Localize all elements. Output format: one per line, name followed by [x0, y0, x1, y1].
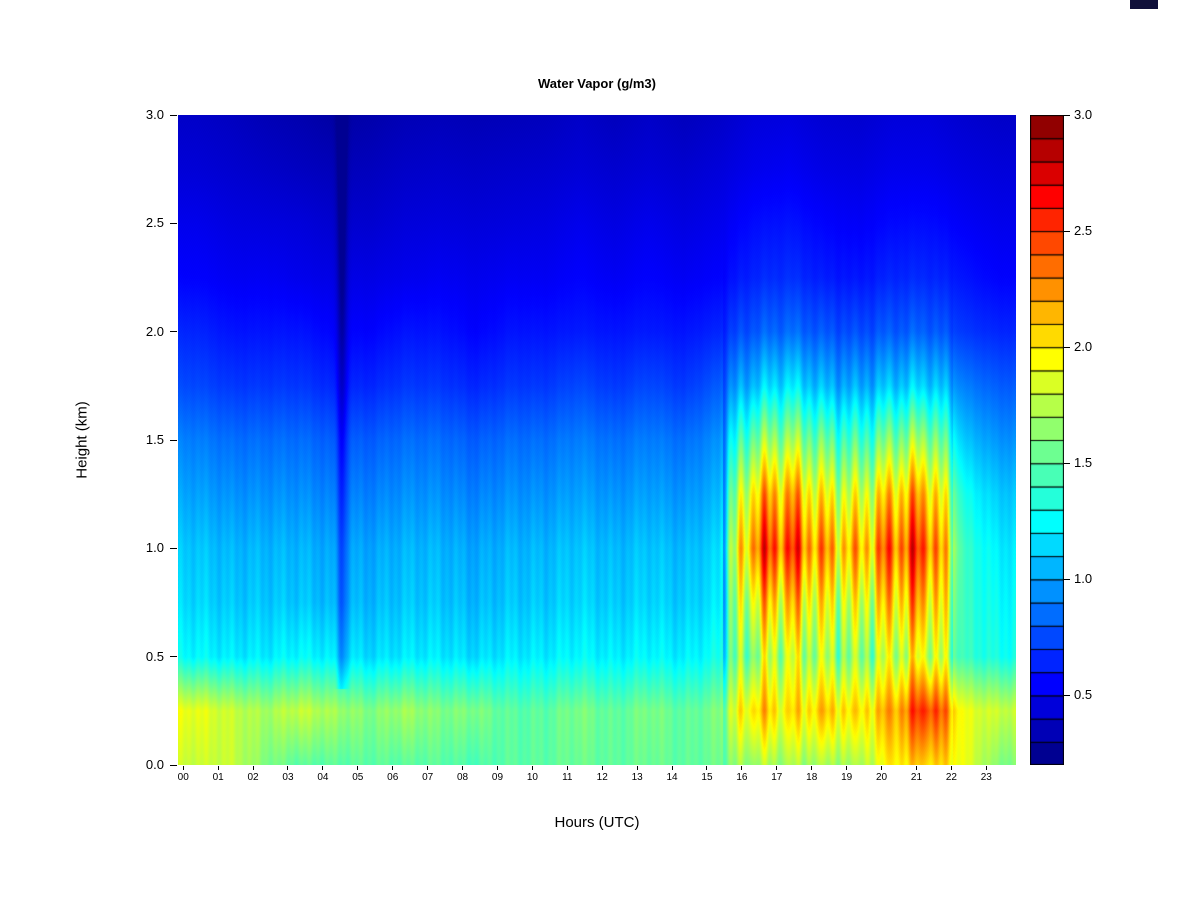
- heatmap-canvas: [178, 115, 1016, 765]
- colorbar-tick-mark: [1064, 114, 1070, 116]
- x-tick-mark: [706, 766, 708, 770]
- y-tick-label: 1.0: [145, 540, 164, 556]
- x-tick-mark: [252, 766, 254, 770]
- x-tick-mark: [182, 766, 184, 770]
- y-tick-mark: [170, 547, 177, 549]
- x-tick-label: 15: [701, 772, 713, 783]
- x-tick-label: 00: [177, 772, 189, 783]
- colorbar-canvas: [1030, 115, 1064, 765]
- x-tick-label: 09: [491, 772, 504, 783]
- x-tick-label: 16: [736, 772, 748, 783]
- x-tick-mark: [881, 766, 883, 770]
- colorbar-tick-label: 1.0: [1074, 571, 1093, 587]
- colorbar-tick-label: 1.5: [1074, 455, 1093, 471]
- x-tick-label: 19: [841, 772, 853, 783]
- y-tick-label: 0.5: [145, 648, 164, 664]
- x-axis-label: Hours (UTC): [554, 814, 640, 831]
- colorbar-tick-label: 2.0: [1074, 339, 1093, 355]
- x-tick-mark: [427, 766, 429, 770]
- x-tick-label: 01: [212, 772, 224, 783]
- x-tick-mark: [601, 766, 603, 770]
- colorbar-tick-mark: [1064, 462, 1070, 464]
- screen-corner-artifact: [1130, 0, 1158, 9]
- y-tick-mark: [170, 764, 177, 766]
- y-tick-label: 2.5: [145, 215, 164, 231]
- x-tick-mark: [217, 766, 219, 770]
- x-tick-mark: [950, 766, 952, 770]
- colorbar-tick-label: 0.5: [1074, 687, 1093, 703]
- x-tick-label: 08: [457, 772, 469, 783]
- x-tick-label: 22: [945, 772, 957, 783]
- x-tick-mark: [496, 766, 498, 770]
- y-tick-mark: [170, 331, 177, 333]
- chart-title: Water Vapor (g/m3): [538, 76, 656, 91]
- x-tick-mark: [776, 766, 778, 770]
- y-tick-label: 3.0: [145, 107, 164, 122]
- colorbar-tick-mark: [1064, 230, 1070, 232]
- x-tick-label: 13: [631, 772, 643, 783]
- colorbar-tick-label: 3.0: [1074, 107, 1093, 122]
- x-tick-label: 05: [352, 772, 364, 783]
- x-tick-mark: [915, 766, 917, 770]
- x-tick-label: 11: [562, 772, 573, 783]
- x-tick-mark: [985, 766, 987, 770]
- x-tick-mark: [392, 766, 394, 770]
- colorbar-tick-mark: [1064, 578, 1070, 580]
- x-tick-mark: [287, 766, 289, 770]
- x-tick-label: 17: [771, 772, 783, 783]
- x-tick-mark: [846, 766, 848, 770]
- x-tick-label: 20: [876, 772, 888, 783]
- x-tick-mark: [462, 766, 464, 770]
- y-tick-mark: [170, 114, 177, 116]
- y-tick-label: 2.0: [145, 323, 164, 339]
- colorbar-tick-mark: [1064, 694, 1070, 696]
- x-tick-label: 03: [282, 772, 294, 783]
- x-tick-mark: [636, 766, 638, 770]
- x-tick-mark: [811, 766, 813, 770]
- x-tick-label: 10: [526, 772, 538, 783]
- x-tick-label: 07: [422, 772, 434, 783]
- x-tick-label: 23: [980, 772, 992, 783]
- x-tick-mark: [357, 766, 359, 770]
- y-tick-mark: [170, 222, 177, 224]
- y-tick-label: 1.5: [145, 432, 164, 447]
- x-tick-label: 04: [317, 772, 329, 783]
- x-tick-label: 06: [387, 772, 399, 783]
- y-tick-label: 0.0: [145, 757, 164, 772]
- colorbar-tick-mark: [1064, 346, 1070, 348]
- colorbar-tick-label: 2.5: [1074, 223, 1093, 239]
- x-tick-mark: [741, 766, 743, 770]
- x-tick-mark: [531, 766, 533, 770]
- x-tick-label: 12: [596, 772, 608, 783]
- x-tick-mark: [322, 766, 324, 770]
- x-tick-mark: [566, 766, 568, 770]
- y-tick-mark: [170, 439, 177, 441]
- y-tick-mark: [170, 656, 177, 658]
- y-axis-label: Height (km): [73, 401, 91, 479]
- x-tick-mark: [671, 766, 673, 770]
- x-tick-label: 18: [806, 772, 818, 783]
- x-tick-label: 02: [247, 772, 259, 783]
- x-tick-label: 21: [910, 772, 923, 783]
- x-tick-label: 14: [666, 772, 678, 783]
